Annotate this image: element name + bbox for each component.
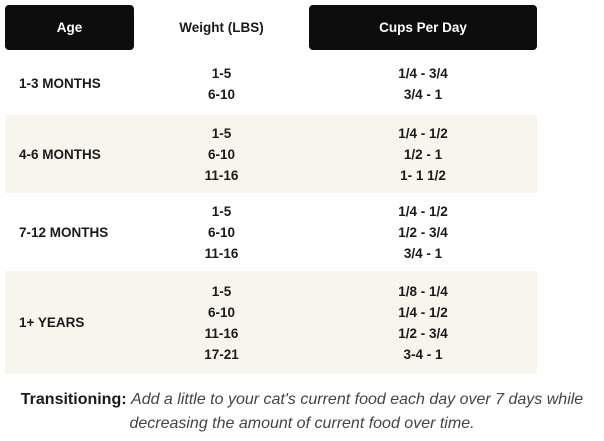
cups-value: 1- 1 1/2 [400,167,446,183]
cups-value: 3/4 - 1 [403,245,443,261]
weight-value: 11-16 [204,245,239,261]
cups-cell: 1/4 - 1/2 1/2 - 1 1- 1 1/2 [309,115,537,193]
weight-value: 1-5 [211,283,232,299]
weight-value: 17-21 [204,346,239,362]
weight-value: 6-10 [207,86,236,102]
weight-value: 1-5 [211,125,232,141]
cups-cell: 1/4 - 3/4 3/4 - 1 [309,52,537,115]
weight-cell: 1-5 6-10 11-16 [134,115,309,193]
cups-value: 1/8 - 1/4 [398,283,448,299]
cups-value: 1/4 - 3/4 [398,65,448,81]
weight-cell: 1-5 6-10 11-16 17-21 [134,271,309,374]
weight-value: 1-5 [211,65,232,81]
age-cell: 4-6 MONTHS [19,146,101,162]
cups-value: 3/4 - 1 [403,86,443,102]
header-cell: Weight (LBS) [179,20,264,35]
weight-cell: 1-5 6-10 [134,52,309,115]
age-cell: 7-12 MONTHS [19,224,109,240]
footer-text: Add a little to your cat's current food … [129,391,584,432]
cups-cell: 1/8 - 1/4 1/4 - 1/2 1/2 - 3/4 3-4 - 1 [309,271,537,374]
cups-value: 1/4 - 1/2 [398,304,448,320]
weight-value: 6-10 [207,146,236,162]
footer-label: Transitioning: [20,391,127,408]
weight-value: 1-5 [211,203,232,219]
weight-value: 11-16 [204,325,239,341]
weight-value: 11-16 [204,167,239,183]
cups-cell: 1/4 - 1/2 1/2 - 3/4 3/4 - 1 [309,193,537,271]
table-row [5,271,537,374]
cups-value: 1/2 - 3/4 [398,224,448,240]
age-cell: 1-3 MONTHS [19,76,101,91]
table-row [5,115,537,193]
cups-value: 1/2 - 3/4 [398,325,448,341]
cups-value: 1/2 - 1 [403,146,443,162]
footer-note: Transitioning: Add a little to your cat'… [0,388,604,436]
cups-value: 1/4 - 1/2 [398,203,448,219]
weight-value: 6-10 [207,224,236,240]
cups-value: 1/4 - 1/2 [398,125,448,141]
age-cell: 1+ YEARS [19,315,85,330]
weight-cell: 1-5 6-10 11-16 [134,193,309,271]
cups-value: 3-4 - 1 [403,346,443,362]
weight-value: 6-10 [207,304,236,320]
header-cell: Age [5,5,134,50]
header-cell: Cups Per Day [309,5,537,50]
